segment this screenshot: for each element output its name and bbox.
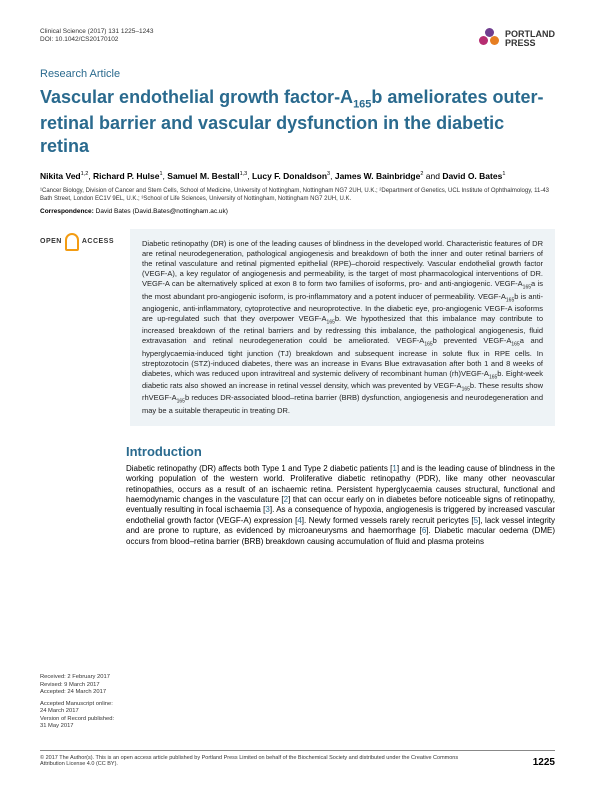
page-number: 1225 xyxy=(533,757,555,768)
article-dates: Received: 2 February 2017 Revised: 9 Mar… xyxy=(40,674,120,730)
access-label: ACCESS xyxy=(82,238,114,245)
copyright-text: © 2017 The Author(s). This is an open ac… xyxy=(40,755,470,768)
article-type: Research Article xyxy=(40,68,555,80)
journal-info: Clinical Science (2017) 131 1225–1243 DO… xyxy=(40,28,153,45)
abstract-text: Diabetic retinopathy (DR) is one of the … xyxy=(130,229,555,426)
portland-press-icon xyxy=(479,28,501,50)
correspondence-label: Correspondence: xyxy=(40,208,94,215)
open-lock-icon xyxy=(65,233,79,251)
date-received: Received: 2 February 2017 xyxy=(40,674,120,681)
doi: DOI: 10.1042/CS20170102 xyxy=(40,36,153,44)
correspondence: Correspondence: David Bates (David.Bates… xyxy=(40,208,555,215)
date-version: Version of Record published: 31 May 2017 xyxy=(40,716,120,730)
open-access-badge: OPEN ACCESS xyxy=(40,229,118,251)
open-label: OPEN xyxy=(40,238,62,245)
date-accepted-online: Accepted Manuscript online: 24 March 201… xyxy=(40,701,120,715)
date-revised: Revised: 9 March 2017 xyxy=(40,682,120,689)
journal-citation: Clinical Science (2017) 131 1225–1243 xyxy=(40,28,153,36)
affiliations: ¹Cancer Biology, Division of Cancer and … xyxy=(40,188,555,204)
publisher-name: PORTLAND PRESS xyxy=(505,30,555,48)
date-accepted: Accepted: 24 March 2017 xyxy=(40,689,120,696)
publisher-logo: PORTLAND PRESS xyxy=(479,28,555,50)
correspondence-text: David Bates (David.Bates@nottingham.ac.u… xyxy=(94,208,228,215)
section-heading-introduction: Introduction xyxy=(126,444,555,459)
page-footer: © 2017 The Author(s). This is an open ac… xyxy=(40,750,555,768)
article-title: Vascular endothelial growth factor-A165b… xyxy=(40,86,555,157)
page-header: Clinical Science (2017) 131 1225–1243 DO… xyxy=(40,28,555,50)
introduction-body: Diabetic retinopathy (DR) affects both T… xyxy=(126,464,555,547)
author-list: Nikita Ved1,2, Richard P. Hulse1, Samuel… xyxy=(40,171,555,182)
abstract-section: OPEN ACCESS Diabetic retinopathy (DR) is… xyxy=(40,229,555,426)
